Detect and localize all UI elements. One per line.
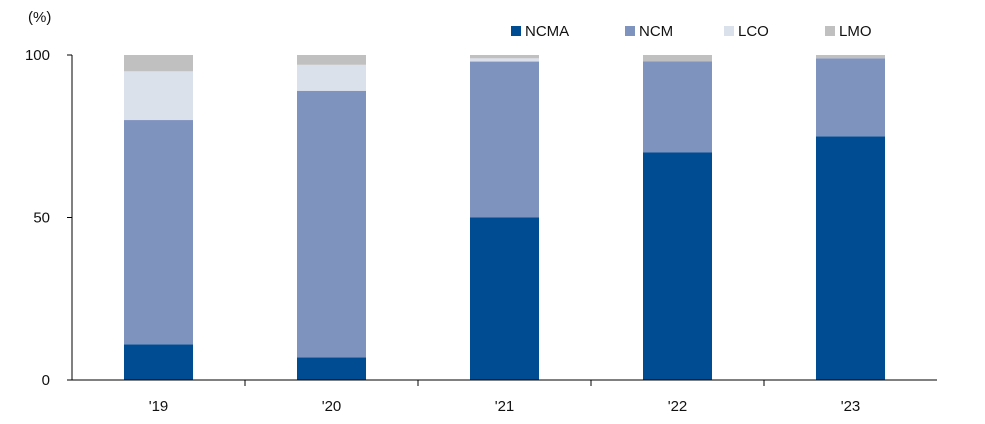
x-tick-label: '23 <box>841 398 861 415</box>
y-tick-label: 50 <box>33 210 50 227</box>
legend-swatch-ncm <box>625 26 635 36</box>
bar-segment-lmo-5 <box>816 55 885 59</box>
x-tick-label: '19 <box>149 398 169 415</box>
y-axis-unit-label: (%) <box>28 9 51 26</box>
bar-segment-ncma-1 <box>124 344 193 381</box>
bar-segment-lco-3 <box>470 58 539 62</box>
y-tick-label: 0 <box>42 372 50 389</box>
legend-swatch-lmo <box>825 26 835 36</box>
bar-segment-lmo-1 <box>124 55 193 72</box>
bar-segment-ncm-2 <box>297 90 366 358</box>
x-tick-label: '21 <box>495 398 515 415</box>
bar-segment-ncma-4 <box>643 152 712 380</box>
bar-segment-lmo-3 <box>470 55 539 59</box>
legend: NCMA NCM LCO LMO <box>511 23 872 40</box>
bar-segment-ncm-5 <box>816 58 885 137</box>
bar-segment-ncm-3 <box>470 61 539 218</box>
legend-label-ncma: NCMA <box>525 23 569 40</box>
y-tick-label: 100 <box>25 47 50 64</box>
bar-segment-ncm-1 <box>124 120 193 345</box>
x-tick-label: '22 <box>668 398 688 415</box>
axes: '19 '20 '21 '22 '23 0 50 100 <box>25 47 937 415</box>
legend-swatch-lco <box>724 26 734 36</box>
legend-label-lmo: LMO <box>839 23 872 40</box>
bars <box>124 55 885 381</box>
bar-segment-lmo-4 <box>643 55 712 62</box>
bar-segment-lco-2 <box>297 64 366 91</box>
legend-label-ncm: NCM <box>639 23 673 40</box>
bar-segment-ncma-5 <box>816 136 885 381</box>
bar-segment-ncma-2 <box>297 357 366 381</box>
legend-swatch-ncma <box>511 26 521 36</box>
bar-segment-ncma-3 <box>470 217 539 380</box>
bar-segment-ncm-4 <box>643 61 712 153</box>
bar-segment-lco-1 <box>124 71 193 121</box>
x-tick-label: '20 <box>322 398 342 415</box>
bar-segment-lmo-2 <box>297 55 366 65</box>
legend-label-lco: LCO <box>738 23 769 40</box>
